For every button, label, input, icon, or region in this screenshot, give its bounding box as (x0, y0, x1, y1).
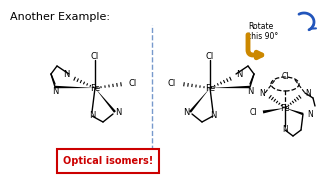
Text: Cl: Cl (129, 78, 137, 87)
Text: N: N (307, 109, 313, 118)
Polygon shape (263, 108, 285, 113)
Text: Cl: Cl (206, 51, 214, 60)
Polygon shape (210, 86, 250, 88)
Text: Cl: Cl (91, 51, 99, 60)
Text: N: N (247, 87, 253, 96)
Text: N: N (259, 89, 265, 98)
Text: Fe: Fe (90, 84, 100, 93)
Polygon shape (285, 108, 303, 115)
Text: Cl: Cl (250, 107, 257, 116)
Text: Cl: Cl (168, 78, 176, 87)
Text: N: N (115, 107, 121, 116)
Text: N: N (63, 69, 69, 78)
Text: N: N (305, 89, 311, 98)
Text: Rotate
this 90°: Rotate this 90° (248, 22, 278, 41)
Text: N: N (89, 111, 95, 120)
Text: Cl: Cl (281, 71, 289, 80)
Text: Another Example:: Another Example: (10, 12, 110, 22)
FancyBboxPatch shape (57, 149, 159, 173)
Text: Optical isomers!: Optical isomers! (63, 156, 153, 166)
Text: N: N (184, 107, 190, 116)
Text: Fe: Fe (280, 103, 290, 112)
Text: N: N (236, 69, 242, 78)
Text: N: N (52, 87, 58, 96)
Text: N: N (282, 125, 288, 134)
Text: N: N (210, 111, 216, 120)
Text: Fe: Fe (205, 84, 215, 93)
Polygon shape (95, 88, 116, 113)
Polygon shape (55, 86, 95, 88)
Polygon shape (189, 88, 210, 113)
